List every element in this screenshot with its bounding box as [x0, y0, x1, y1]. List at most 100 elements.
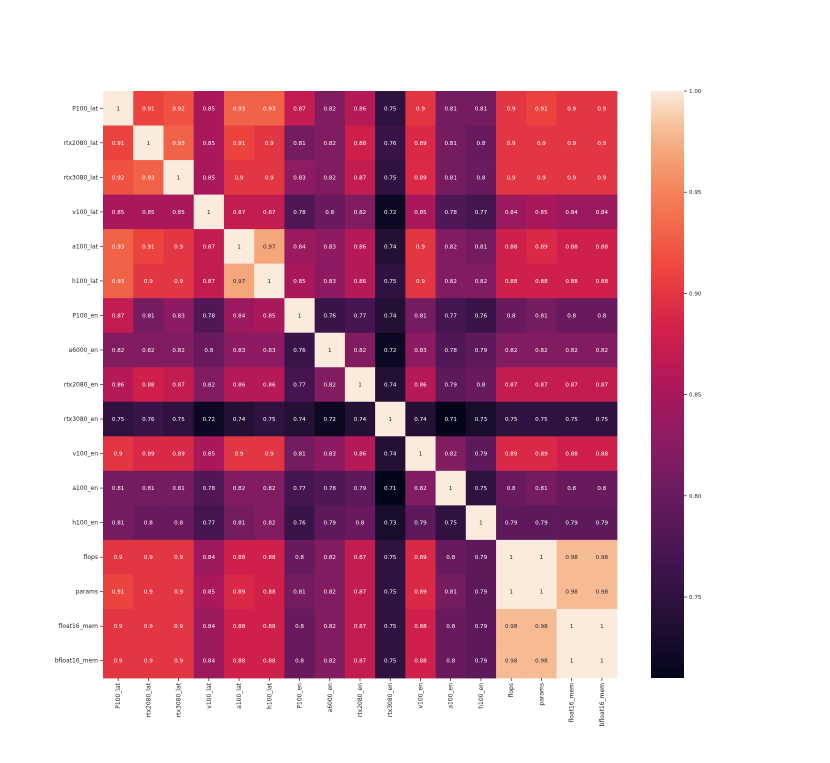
y-tick-label: v100_en — [73, 451, 99, 458]
heatmap-cell — [193, 332, 225, 368]
heatmap-cell — [344, 298, 376, 334]
heatmap-cell — [103, 436, 134, 472]
cell-value-label: 0.82 — [565, 348, 577, 354]
heatmap-cell — [223, 608, 255, 644]
cell-value-label: 0.82 — [535, 348, 547, 354]
heatmap-cell — [163, 125, 195, 161]
heatmap-cell — [163, 574, 195, 610]
cell-value-label: 0.74 — [384, 383, 397, 389]
cell-value-label: 0.76 — [293, 521, 306, 527]
cell-value-label: 0.82 — [414, 486, 426, 492]
heatmap-cell — [435, 470, 467, 506]
heatmap-cell — [526, 298, 557, 334]
cell-value-label: 0.89 — [172, 452, 185, 458]
cell-value-label: 0.8 — [567, 313, 576, 319]
cell-value-label: 0.88 — [414, 624, 427, 630]
cell-value-label: 0.81 — [444, 175, 457, 181]
cell-value-label: 0.9 — [174, 624, 183, 630]
heatmap-cell — [133, 643, 164, 679]
heatmap-cell — [133, 574, 164, 610]
heatmap-cell — [465, 229, 497, 265]
heatmap-cell — [556, 263, 588, 299]
heatmap-cell — [314, 91, 346, 126]
cell-value-label: 1 — [328, 348, 332, 354]
heatmap-cell — [254, 91, 285, 126]
heatmap-cell — [193, 470, 225, 506]
heatmap-cell — [223, 160, 255, 195]
colorbar-tick-label: 0.75 — [689, 595, 702, 601]
heatmap-cell — [526, 643, 557, 679]
x-tick-label: h100_lat — [266, 682, 273, 709]
cell-value-label: 0.9 — [537, 175, 546, 181]
cell-value-label: 0.81 — [293, 590, 306, 596]
heatmap-cell — [375, 298, 406, 334]
cell-value-label: 0.75 — [535, 417, 548, 423]
heatmap-cell — [556, 643, 588, 679]
cell-value-label: 0.89 — [414, 555, 427, 561]
heatmap-cell — [193, 401, 225, 437]
heatmap-cell — [586, 539, 618, 575]
x-tick-label: rtx2080_en — [357, 683, 364, 717]
heatmap-cell — [496, 91, 527, 126]
heatmap-cell — [586, 643, 618, 679]
cell-value-label: 0.8 — [567, 486, 576, 492]
heatmap-cell — [223, 194, 255, 230]
cell-value-label: 0.82 — [324, 590, 336, 596]
heatmap-cell — [314, 643, 346, 679]
heatmap-cell — [254, 574, 285, 610]
heatmap-cell — [193, 160, 225, 195]
cell-value-label: 0.81 — [142, 313, 155, 319]
heatmap-cell — [103, 125, 134, 161]
cell-value-label: 0.79 — [535, 521, 548, 527]
cell-value-label: 0.73 — [475, 417, 488, 423]
cell-value-label: 0.76 — [142, 417, 155, 423]
cell-value-label: 0.91 — [142, 244, 155, 250]
heatmap-cell — [496, 298, 527, 334]
heatmap-cell — [103, 505, 134, 541]
cell-value-label: 0.98 — [596, 555, 609, 561]
cell-value-label: 0.9 — [567, 175, 576, 181]
cell-value-label: 0.82 — [324, 555, 336, 561]
cell-value-label: 0.81 — [293, 141, 306, 147]
heatmap-cell — [344, 367, 376, 403]
cell-value-label: 0.75 — [384, 106, 397, 112]
cell-value-label: 0.81 — [233, 521, 246, 527]
heatmap-cell — [314, 263, 346, 299]
heatmap-cell — [133, 401, 164, 437]
cell-value-label: 0.86 — [354, 106, 367, 112]
cell-value-label: 0.77 — [475, 210, 488, 216]
cell-value-label: 0.9 — [235, 175, 244, 181]
heatmap-cell — [405, 263, 436, 299]
cell-value-label: 0.74 — [414, 417, 427, 423]
cell-value-label: 1 — [509, 555, 513, 561]
heatmap-cell — [496, 505, 527, 541]
heatmap-cell — [284, 505, 316, 541]
cell-value-label: 0.86 — [414, 383, 427, 389]
cell-value-label: 0.84 — [596, 210, 609, 216]
cell-value-label: 0.87 — [354, 590, 367, 596]
colorbar-tick-label: 0.95 — [689, 190, 702, 196]
heatmap-cell — [496, 470, 527, 506]
cell-value-label: 0.81 — [535, 486, 548, 492]
heatmap-cell — [375, 574, 406, 610]
cell-value-label: 0.8 — [446, 624, 455, 630]
heatmap-cell — [375, 91, 406, 126]
cell-value-label: 0.81 — [475, 244, 488, 250]
heatmap-cell — [586, 298, 618, 334]
heatmap-cell — [223, 539, 255, 575]
cell-value-label: 0.82 — [324, 141, 336, 147]
cell-value-label: 0.84 — [565, 210, 578, 216]
heatmap-cell — [344, 539, 376, 575]
cell-value-label: 0.8 — [597, 313, 606, 319]
cell-value-label: 0.77 — [203, 521, 216, 527]
heatmap-cell — [254, 436, 285, 472]
cell-value-label: 0.71 — [444, 417, 457, 423]
heatmap-cell — [435, 160, 467, 195]
heatmap-cell — [435, 436, 467, 472]
cell-value-label: 0.74 — [233, 417, 246, 423]
heatmap-cell — [556, 160, 588, 195]
cell-value-label: 0.88 — [233, 555, 246, 561]
heatmap-cell — [526, 505, 557, 541]
cell-value-label: 0.79 — [475, 452, 488, 458]
heatmap-cell — [254, 160, 285, 195]
